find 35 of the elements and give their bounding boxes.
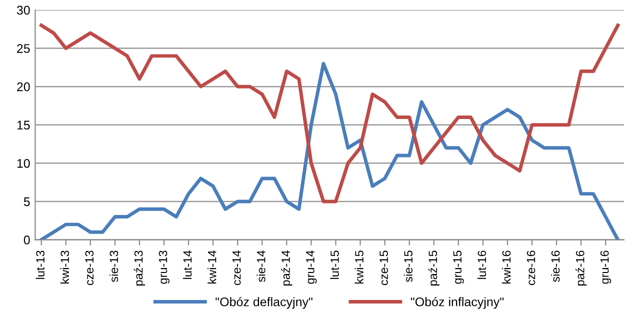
x-tick-label: sie-15 bbox=[404, 250, 412, 282]
x-tick-label: kwi-16 bbox=[502, 250, 511, 284]
y-tick-label: 20 bbox=[17, 82, 30, 92]
x-tick-label: lut-16 bbox=[477, 250, 486, 279]
legend-label: "Obóz deflacyjny" bbox=[216, 296, 312, 309]
x-tick-label: paź-14 bbox=[281, 250, 292, 286]
legend-label: "Obóz inflacyjny" bbox=[410, 296, 504, 309]
x-tick-label: gru-16 bbox=[600, 250, 612, 284]
x-tick-label: cze-14 bbox=[232, 250, 241, 286]
line-series bbox=[40, 24, 620, 204]
x-tick-label: sie-16 bbox=[551, 250, 560, 282]
x-tick-label: cze-16 bbox=[526, 250, 536, 286]
line-series bbox=[40, 62, 620, 240]
x-tick-label: kwi-13 bbox=[60, 250, 70, 284]
y-tick-label: 0 bbox=[24, 236, 30, 244]
x-tick-label: gru-15 bbox=[453, 250, 464, 284]
x-tick-label: paź-15 bbox=[428, 250, 440, 286]
y-tick-label: 30 bbox=[16, 6, 30, 15]
y-tick-label: 25 bbox=[17, 44, 30, 53]
x-tick-label: cze-15 bbox=[380, 250, 388, 286]
x-tick-label: paź-13 bbox=[134, 250, 146, 286]
y-tick-label: 10 bbox=[17, 158, 30, 168]
x-tick-label: lut-14 bbox=[183, 250, 192, 279]
x-tick-label: sie-13 bbox=[109, 250, 118, 282]
y-tick-label: 15 bbox=[17, 120, 30, 130]
x-tick-label: lut-13 bbox=[36, 250, 44, 279]
x-tick-label: cze-13 bbox=[85, 250, 94, 286]
x-tick-label: lut-15 bbox=[330, 250, 339, 279]
x-tick-label: kwi-14 bbox=[208, 250, 216, 284]
x-tick-label: sie-14 bbox=[256, 250, 266, 282]
x-tick-label: gru-13 bbox=[158, 250, 170, 284]
x-tick-label: gru-14 bbox=[306, 250, 317, 284]
x-tick-label: kwi-15 bbox=[354, 250, 364, 284]
y-tick-label: 5 bbox=[24, 197, 30, 206]
x-tick-label: paź-16 bbox=[575, 250, 587, 286]
